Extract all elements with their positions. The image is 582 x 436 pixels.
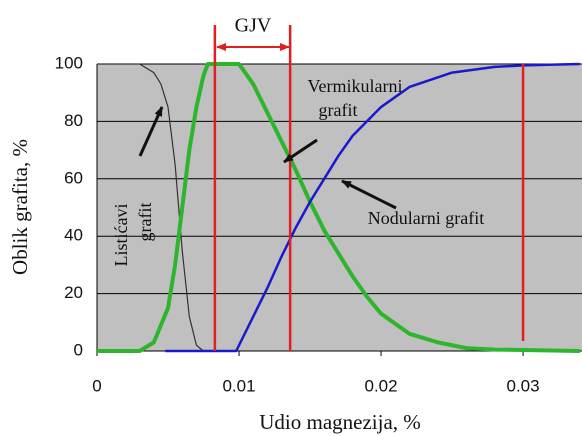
y-axis-label: Oblik grafita, % bbox=[8, 139, 32, 275]
annotation: GJV bbox=[235, 15, 272, 37]
annotation-arrow bbox=[341, 179, 397, 210]
annotation: Nodularni grafit bbox=[368, 208, 484, 228]
x-tick-label: 0 bbox=[92, 376, 101, 395]
y-tick-label: 0 bbox=[74, 340, 83, 359]
x-tick-label: 0.01 bbox=[222, 376, 255, 395]
y-tick-label: 80 bbox=[64, 111, 83, 130]
annotation: grafit bbox=[319, 100, 358, 120]
annotation-arrow bbox=[283, 138, 318, 164]
plot-area: 0 20 40 60 80 100 0 0.01 0.02 0.03 bbox=[55, 25, 582, 395]
annotation: grafit bbox=[135, 203, 155, 242]
y-tick-label: 100 bbox=[55, 53, 83, 72]
overlay: GJV Vermikularni grafit Nodularni grafit… bbox=[8, 15, 484, 434]
y-tick-label: 20 bbox=[64, 283, 83, 302]
annotation: Vermikularni bbox=[308, 76, 403, 96]
series-line bbox=[97, 62, 580, 353]
y-tick-label: 40 bbox=[64, 226, 83, 245]
x-tick-label: 0.03 bbox=[507, 376, 540, 395]
x-tick-label: 0.02 bbox=[364, 376, 397, 395]
x-axis-label: Udio magnezija, % bbox=[259, 410, 421, 434]
y-tick-label: 60 bbox=[64, 168, 83, 187]
plot-background bbox=[97, 64, 582, 351]
annotation: Listićavi bbox=[111, 204, 131, 267]
series-line bbox=[165, 62, 580, 353]
annotation-arrow bbox=[138, 106, 164, 157]
series-line bbox=[97, 63, 211, 352]
